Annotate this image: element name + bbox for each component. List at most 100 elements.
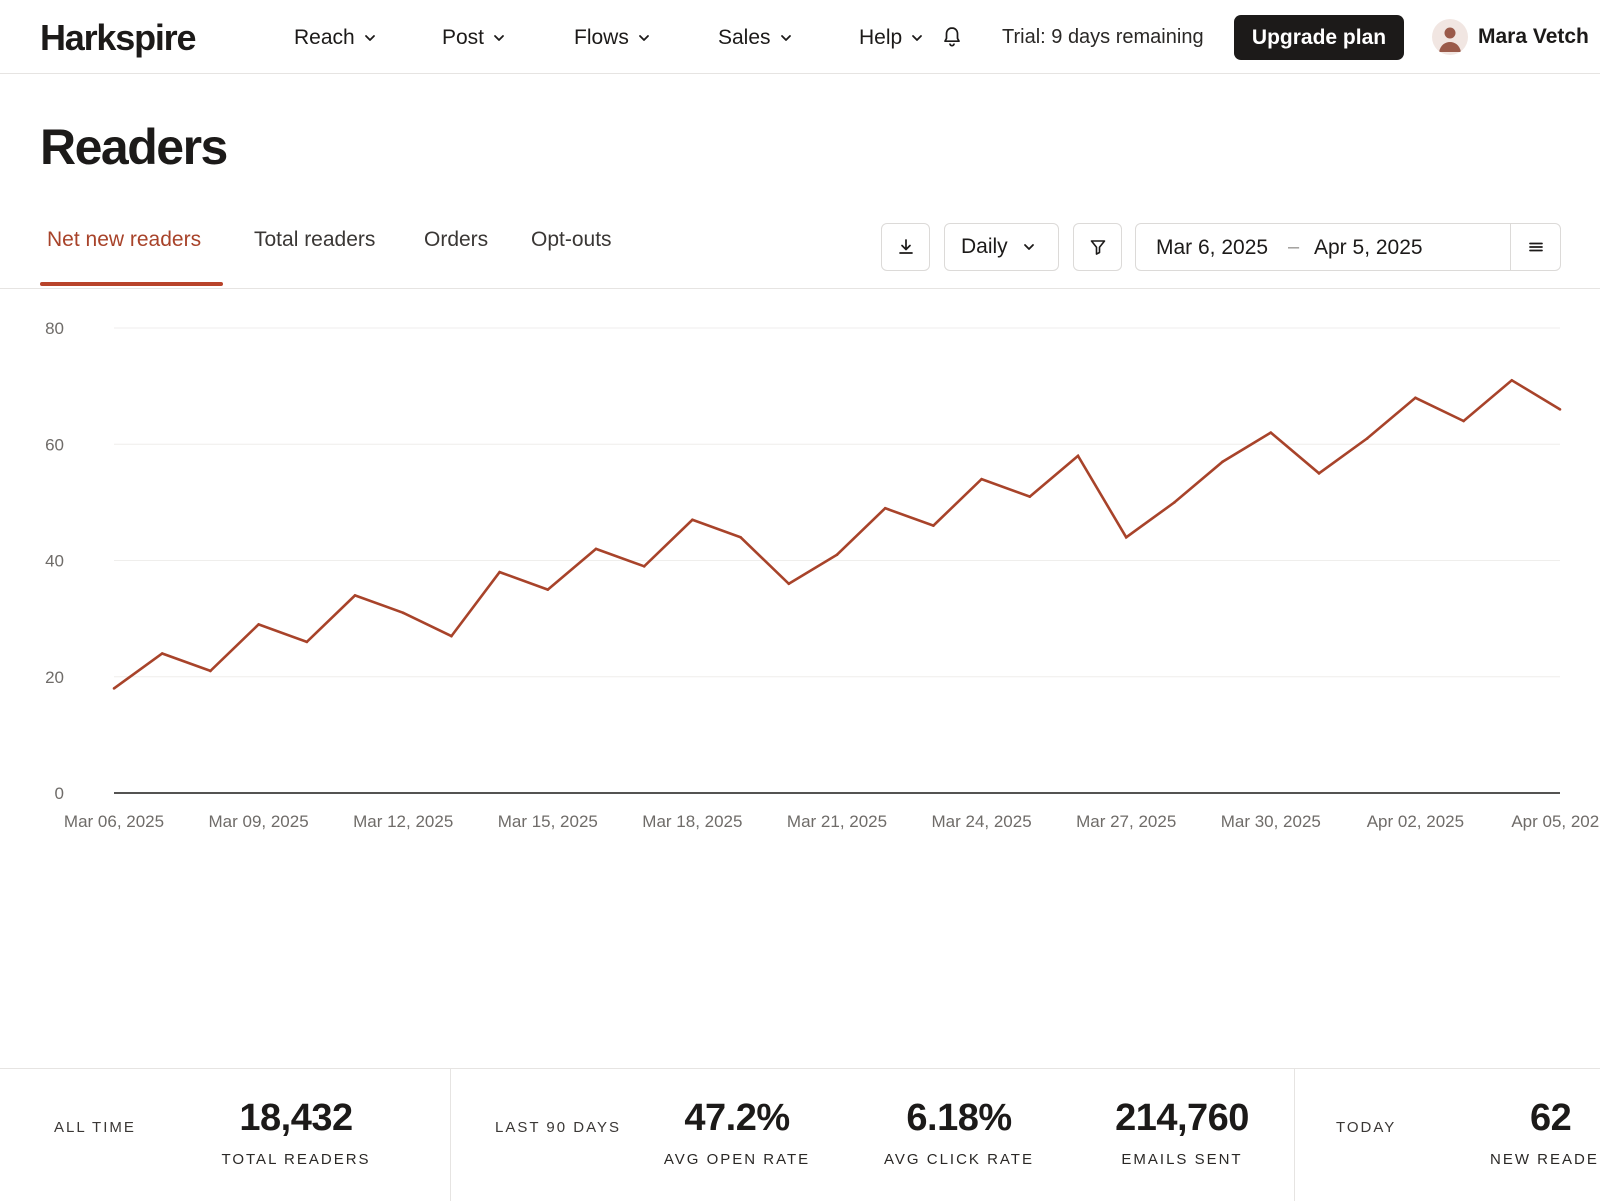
data-point: [1221, 460, 1224, 463]
menu-icon: [1529, 242, 1543, 252]
chevron-down-icon: [638, 35, 649, 41]
data-point: [980, 477, 983, 481]
date-range-divider: [1510, 224, 1511, 270]
nav-flows[interactable]: Flows: [574, 25, 651, 51]
chevron-down-icon: [364, 35, 375, 41]
stats-summary: ALL TIME 18,432 TOTAL READERS LAST 90 DA…: [0, 1068, 1600, 1201]
x-tick-label: Mar 21, 2025: [787, 812, 887, 831]
data-point: [1028, 495, 1032, 498]
x-tick-label: Mar 18, 2025: [642, 812, 742, 831]
user-avatar-glyph: [1439, 27, 1461, 52]
total-readers-value: 18,432: [239, 1097, 353, 1139]
data-point: [209, 669, 212, 673]
page-title: Readers: [40, 119, 228, 175]
top-navigation: Harkspire Reach Post Flows Sales Help Tr…: [0, 0, 1600, 74]
data-point: [1124, 535, 1128, 539]
x-tick-label: Mar 15, 2025: [498, 812, 598, 831]
nav-sales[interactable]: Sales: [718, 25, 793, 51]
nav-flows-label: Flows: [574, 26, 629, 49]
chevron-down-icon: [1023, 244, 1034, 250]
data-point: [498, 570, 501, 574]
x-tick-label: Apr 02, 2025: [1367, 812, 1464, 831]
data-point: [401, 611, 405, 615]
stats-divider: [1294, 1069, 1295, 1201]
data-point: [835, 553, 839, 556]
data-point: [1558, 408, 1562, 411]
data-point: [257, 623, 260, 626]
interval-select[interactable]: Daily: [944, 223, 1059, 271]
x-tick-label: Mar 12, 2025: [353, 812, 453, 831]
y-tick-label: 80: [45, 319, 64, 338]
download-icon: [898, 239, 913, 254]
tab-net-new-readers[interactable]: Net new readers: [47, 228, 202, 251]
trial-status: Trial: 9 days remaining: [1002, 26, 1204, 48]
y-tick-label: 0: [55, 784, 64, 803]
data-point: [305, 640, 309, 644]
stats-divider: [450, 1069, 451, 1201]
nav-post-label: Post: [442, 26, 485, 49]
tab-orders[interactable]: Orders: [424, 228, 489, 251]
section-today-label: TODAY: [1336, 1119, 1397, 1136]
emails-sent-value: 214,760: [1115, 1097, 1249, 1139]
nav-sales-label: Sales: [718, 26, 771, 49]
data-point: [1414, 396, 1417, 400]
data-point: [450, 634, 453, 638]
data-point: [739, 535, 742, 539]
data-point: [112, 687, 116, 690]
tab-total-readers[interactable]: Total readers: [254, 228, 376, 251]
tabs-toolbar: Net new readers Total readers Orders Opt…: [0, 200, 1600, 289]
nav-reach[interactable]: Reach: [294, 25, 377, 51]
nav-help[interactable]: Help: [859, 25, 924, 51]
data-point: [1269, 431, 1273, 434]
data-point: [642, 565, 646, 568]
interval-value: Daily: [961, 235, 1008, 258]
data-point: [1076, 454, 1080, 458]
section-last-90-days-label: LAST 90 DAYS: [495, 1119, 621, 1136]
data-point: [1173, 501, 1176, 504]
date-range-picker[interactable]: Mar 6, 2025 – Apr 5, 2025: [1135, 223, 1561, 271]
y-tick-label: 20: [45, 668, 64, 687]
data-point: [1317, 472, 1321, 475]
tab-opt-outs[interactable]: Opt-outs: [531, 228, 612, 251]
data-point: [932, 524, 935, 527]
nav-help-label: Help: [859, 26, 903, 49]
filter-icon: [1090, 240, 1105, 255]
chevron-down-icon: [494, 35, 504, 41]
x-tick-label: Mar 30, 2025: [1221, 812, 1321, 831]
x-tick-label: Mar 27, 2025: [1076, 812, 1176, 831]
data-point: [160, 652, 164, 655]
date-end[interactable]: Apr 5, 2025: [1314, 236, 1423, 259]
y-tick-label: 60: [45, 435, 64, 454]
date-start[interactable]: Mar 6, 2025: [1156, 236, 1269, 259]
date-separator: –: [1288, 236, 1300, 258]
user-name[interactable]: Mara Vetch: [1478, 25, 1589, 48]
upgrade-plan-button[interactable]: Upgrade plan: [1234, 15, 1404, 60]
data-point: [691, 518, 694, 522]
net-new-readers-chart: 0 20 40 60 80 Mar 06, 2025 Mar 09, 2025 Mar 12,…: [45, 319, 1600, 831]
new-readers-label: NEW READERS: [1490, 1151, 1600, 1168]
data-point: [594, 547, 598, 551]
emails-sent-label: EMAILS SENT: [1121, 1151, 1243, 1168]
total-readers-label: TOTAL READERS: [221, 1151, 371, 1168]
data-point: [1462, 419, 1465, 423]
data-point: [787, 582, 791, 586]
date-menu-button[interactable]: [1511, 224, 1561, 270]
y-tick-label: 40: [45, 552, 64, 571]
chevron-down-icon: [912, 35, 923, 41]
avg-click-rate-label: AVG CLICK RATE: [884, 1151, 1034, 1168]
nav-reach-label: Reach: [294, 26, 355, 49]
chevron-down-icon: [780, 35, 791, 41]
brand-logo[interactable]: Harkspire: [40, 17, 196, 58]
nav-post[interactable]: Post: [442, 25, 506, 51]
filter-button[interactable]: [1073, 223, 1122, 271]
new-readers-value: 62: [1530, 1097, 1572, 1139]
data-point: [1365, 437, 1369, 440]
section-all-time-label: ALL TIME: [54, 1119, 136, 1136]
data-point: [546, 588, 550, 591]
download-button[interactable]: [881, 223, 930, 271]
x-tick-label: Mar 09, 2025: [209, 812, 309, 831]
bell-icon[interactable]: [940, 24, 964, 50]
avg-open-rate-label: AVG OPEN RATE: [663, 1151, 811, 1168]
active-tab-indicator: [40, 282, 223, 286]
user-avatar-icon[interactable]: [1432, 19, 1468, 55]
